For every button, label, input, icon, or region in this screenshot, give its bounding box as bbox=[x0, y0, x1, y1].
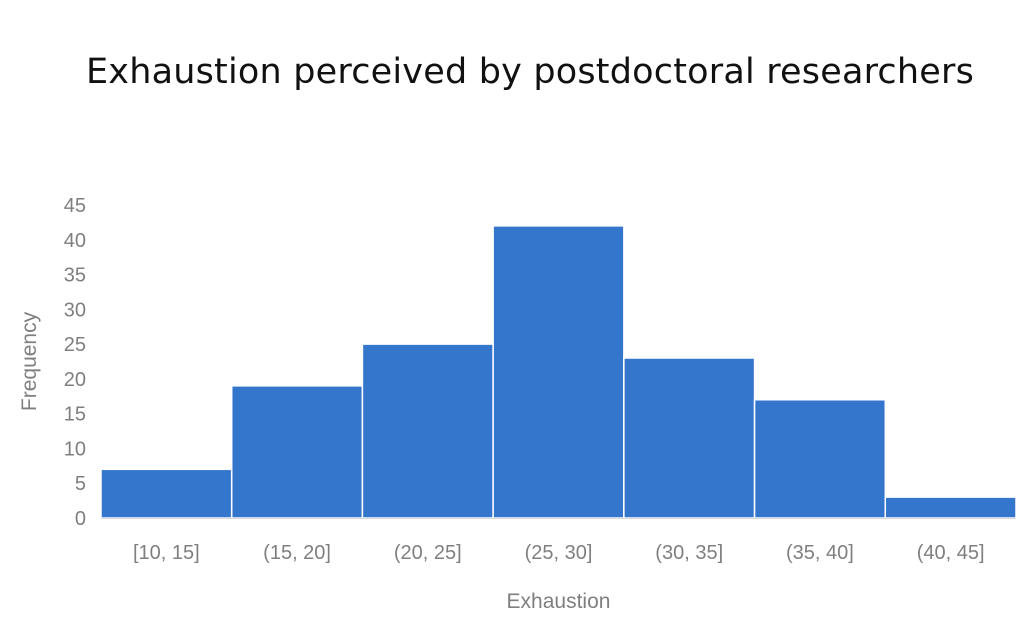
y-axis-label: Frequency bbox=[18, 311, 41, 411]
histogram-bar bbox=[100, 468, 233, 519]
x-tick-label: (35, 40] bbox=[786, 542, 854, 564]
y-tick-label: 30 bbox=[64, 299, 86, 321]
y-tick-label: 40 bbox=[64, 230, 86, 252]
histogram-bar bbox=[753, 399, 887, 519]
x-tick-label: (25, 30] bbox=[525, 542, 593, 564]
y-tick-label: 45 bbox=[64, 195, 86, 217]
x-tick-label: (30, 35] bbox=[655, 542, 723, 564]
histogram-bar bbox=[623, 357, 756, 519]
y-tick-label: 0 bbox=[75, 508, 86, 530]
y-tick-label: 15 bbox=[64, 404, 86, 426]
y-axis-ticks: 0 5 10 15 20 25 30 35 40 45 bbox=[64, 195, 86, 530]
y-tick-label: 20 bbox=[64, 369, 86, 391]
x-axis-label: Exhaustion bbox=[507, 590, 611, 613]
histogram-bar bbox=[230, 385, 364, 519]
x-tick-label: [10, 15] bbox=[133, 542, 200, 564]
histogram-bar bbox=[361, 343, 494, 519]
x-tick-label: (15, 20] bbox=[263, 542, 331, 564]
y-tick-label: 25 bbox=[64, 334, 86, 356]
x-axis-ticks: [10, 15] (15, 20] (20, 25] (25, 30] (30, 35]… bbox=[133, 542, 985, 564]
y-tick-label: 5 bbox=[75, 473, 86, 495]
histogram-bar bbox=[884, 496, 1017, 519]
y-tick-label: 35 bbox=[64, 265, 86, 287]
chart-title: Exhaustion perceived by postdoctoral res… bbox=[85, 52, 975, 92]
bars bbox=[100, 225, 1017, 519]
y-tick-label: 10 bbox=[64, 438, 86, 460]
x-tick-label: (40, 45] bbox=[917, 542, 985, 564]
x-tick-label: (20, 25] bbox=[394, 542, 462, 564]
histogram-bar bbox=[492, 225, 625, 519]
